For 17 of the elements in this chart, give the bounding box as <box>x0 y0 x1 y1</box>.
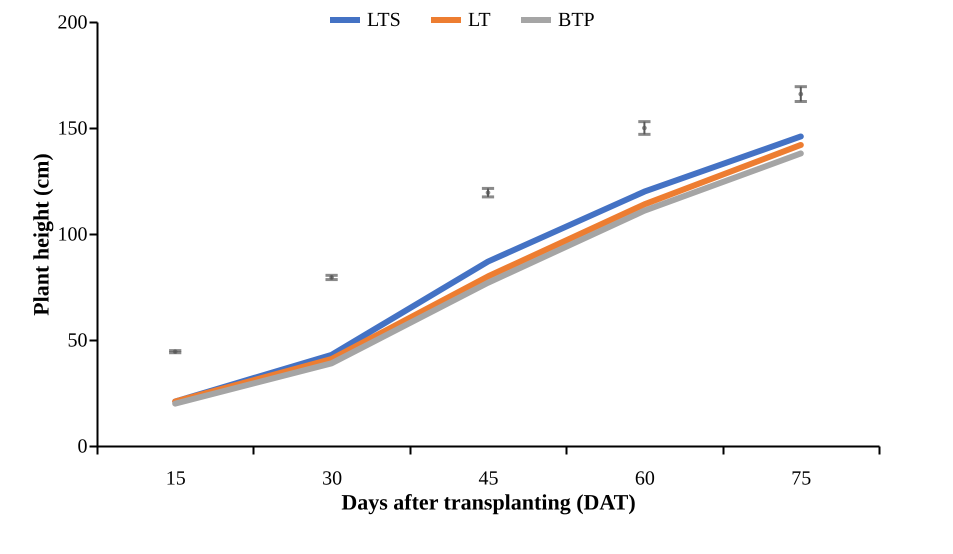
y-tick-label: 200 <box>58 12 88 34</box>
point <box>798 92 804 96</box>
legend-label: LT <box>468 9 491 31</box>
y-tick-label: 0 <box>78 436 88 458</box>
point <box>642 126 647 130</box>
y-tick-label: 150 <box>58 118 88 140</box>
y-tick-label: 50 <box>68 330 88 352</box>
x-tick-label: 15 <box>166 468 186 490</box>
y-axis-title: Plant height (cm) <box>28 153 54 316</box>
x-tick-label: 45 <box>478 468 498 490</box>
x-tick-label: 75 <box>791 468 812 490</box>
x-tick-label: 30 <box>322 468 342 490</box>
x-tick-label: 60 <box>634 468 655 490</box>
x-axis-title: Days after transplanting (DAT) <box>341 490 636 514</box>
legend-label: LTS <box>367 9 401 31</box>
legend-label: BTP <box>558 9 595 31</box>
y-tick-label: 100 <box>58 224 88 246</box>
